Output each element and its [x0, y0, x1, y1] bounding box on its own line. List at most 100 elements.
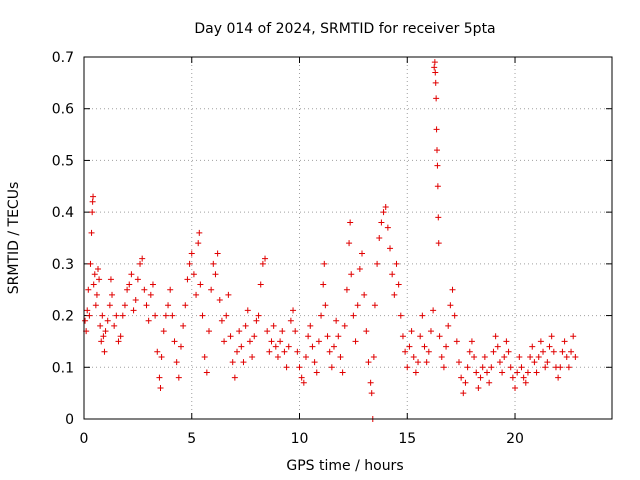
- data-point: [87, 260, 94, 267]
- data-point: [259, 260, 266, 267]
- data-point: [496, 359, 503, 366]
- data-point: [268, 338, 275, 345]
- data-point: [124, 286, 131, 293]
- data-point: [234, 348, 241, 355]
- data-point: [132, 297, 139, 304]
- data-point: [208, 286, 215, 293]
- data-point: [572, 353, 579, 360]
- data-point: [481, 353, 488, 360]
- data-point: [341, 322, 348, 329]
- data-point: [395, 281, 402, 288]
- data-point: [435, 214, 442, 221]
- data-point: [561, 338, 568, 345]
- data-point: [533, 369, 540, 376]
- data-point: [370, 353, 377, 360]
- data-point: [468, 338, 475, 345]
- data-point: [335, 333, 342, 340]
- data-point: [249, 353, 256, 360]
- data-point: [462, 379, 469, 386]
- data-point: [279, 328, 286, 335]
- data-point: [423, 359, 430, 366]
- x-axis-title: GPS time / hours: [286, 458, 403, 474]
- data-point: [354, 302, 361, 309]
- data-point: [90, 281, 97, 288]
- y-tick-label: 0.7: [52, 50, 74, 66]
- data-point: [111, 322, 118, 329]
- data-point: [507, 364, 514, 371]
- data-point: [389, 271, 396, 278]
- data-point: [95, 266, 102, 273]
- data-point: [535, 353, 542, 360]
- data-point: [294, 348, 301, 355]
- data-point: [443, 343, 450, 350]
- data-point: [253, 317, 260, 324]
- data-point: [199, 312, 206, 319]
- data-point: [494, 343, 501, 350]
- data-point: [201, 353, 208, 360]
- data-point: [143, 302, 150, 309]
- data-point: [186, 260, 193, 267]
- data-point: [101, 348, 108, 355]
- data-point: [221, 338, 228, 345]
- data-point: [182, 302, 189, 309]
- data-point: [313, 369, 320, 376]
- data-point: [270, 322, 277, 329]
- data-point: [427, 328, 434, 335]
- data-point: [126, 281, 133, 288]
- y-tick-label: 0.3: [52, 257, 74, 273]
- data-point: [408, 328, 415, 335]
- data-point: [347, 219, 354, 226]
- data-point: [410, 353, 417, 360]
- data-point: [432, 79, 439, 86]
- data-point: [557, 364, 564, 371]
- data-point: [550, 348, 557, 355]
- data-point: [417, 333, 424, 340]
- data-point: [242, 322, 249, 329]
- x-tick-label: 15: [398, 431, 416, 447]
- data-point: [152, 312, 159, 319]
- data-point: [227, 333, 234, 340]
- data-point: [363, 328, 370, 335]
- data-point: [203, 369, 210, 376]
- data-point: [393, 260, 400, 267]
- data-point: [272, 343, 279, 350]
- data-point: [169, 312, 176, 319]
- data-point: [361, 291, 368, 298]
- data-point: [570, 333, 577, 340]
- data-point: [175, 374, 182, 381]
- data-point: [492, 333, 499, 340]
- y-tick-label: 0.5: [52, 153, 74, 169]
- data-point: [425, 348, 432, 355]
- data-point: [287, 317, 294, 324]
- data-point: [167, 286, 174, 293]
- data-point: [430, 307, 437, 314]
- data-point: [378, 219, 385, 226]
- data-point: [475, 384, 482, 391]
- data-point: [212, 271, 219, 278]
- data-point: [98, 338, 105, 345]
- data-point: [371, 302, 378, 309]
- data-point: [473, 369, 480, 376]
- data-point: [433, 126, 440, 133]
- data-point: [542, 364, 549, 371]
- data-point: [337, 353, 344, 360]
- data-point: [292, 328, 299, 335]
- data-point: [326, 348, 333, 355]
- data-point: [321, 260, 328, 267]
- data-point: [402, 348, 409, 355]
- data-point: [503, 338, 510, 345]
- x-tick-label: 5: [187, 431, 196, 447]
- data-point: [540, 348, 547, 355]
- data-point: [384, 224, 391, 231]
- data-point: [97, 322, 104, 329]
- data-point: [184, 276, 191, 283]
- data-point: [100, 333, 107, 340]
- data-point: [262, 255, 269, 262]
- data-point: [302, 353, 309, 360]
- data-point: [460, 390, 467, 397]
- data-point: [464, 364, 471, 371]
- data-point: [421, 343, 428, 350]
- data-point: [290, 307, 297, 314]
- data-point: [374, 260, 381, 267]
- data-point: [458, 374, 465, 381]
